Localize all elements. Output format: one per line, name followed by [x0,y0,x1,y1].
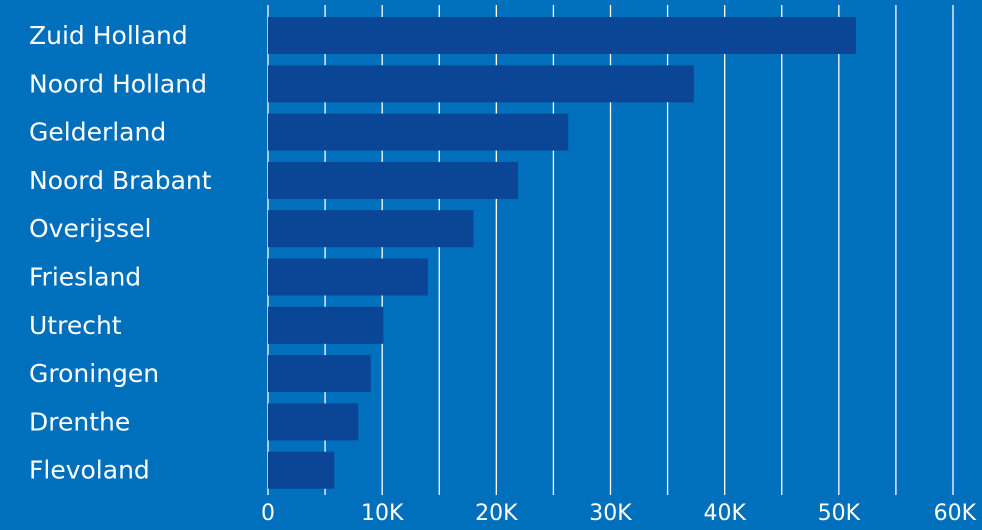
category-label: Friesland [29,263,141,292]
category-label: Utrecht [29,311,122,340]
bar [268,17,856,54]
category-label: Groningen [29,359,159,388]
x-tick-label: 60K [934,501,977,526]
bar [268,210,474,248]
bars [268,17,856,489]
x-tick-label: 50K [818,501,861,526]
x-tick-label: 20K [475,501,518,526]
x-tick-label: 0 [261,501,275,526]
x-tick-label: 10K [361,501,404,526]
x-tick-label: 40K [703,501,746,526]
bar [268,306,384,344]
category-label: Noord Holland [29,69,207,98]
bar [268,113,569,151]
category-label: Zuid Holland [29,21,188,50]
category-label: Flevoland [29,456,150,485]
bar [268,258,428,296]
bar [268,65,694,103]
bar [268,355,371,393]
category-label: Drenthe [29,407,130,436]
category-labels: Zuid Holland Noord Holland Gelderland Noord… [29,21,212,485]
category-label: Overijssel [29,214,151,243]
x-tick-label: 30K [589,501,632,526]
category-label: Noord Brabant [29,166,212,195]
category-label: Gelderland [29,118,166,147]
bar [268,451,335,489]
bar [268,161,519,199]
bar [268,403,359,441]
x-axis-tick-labels: 0 10K 20K 30K 40K 50K 60K [261,501,977,526]
